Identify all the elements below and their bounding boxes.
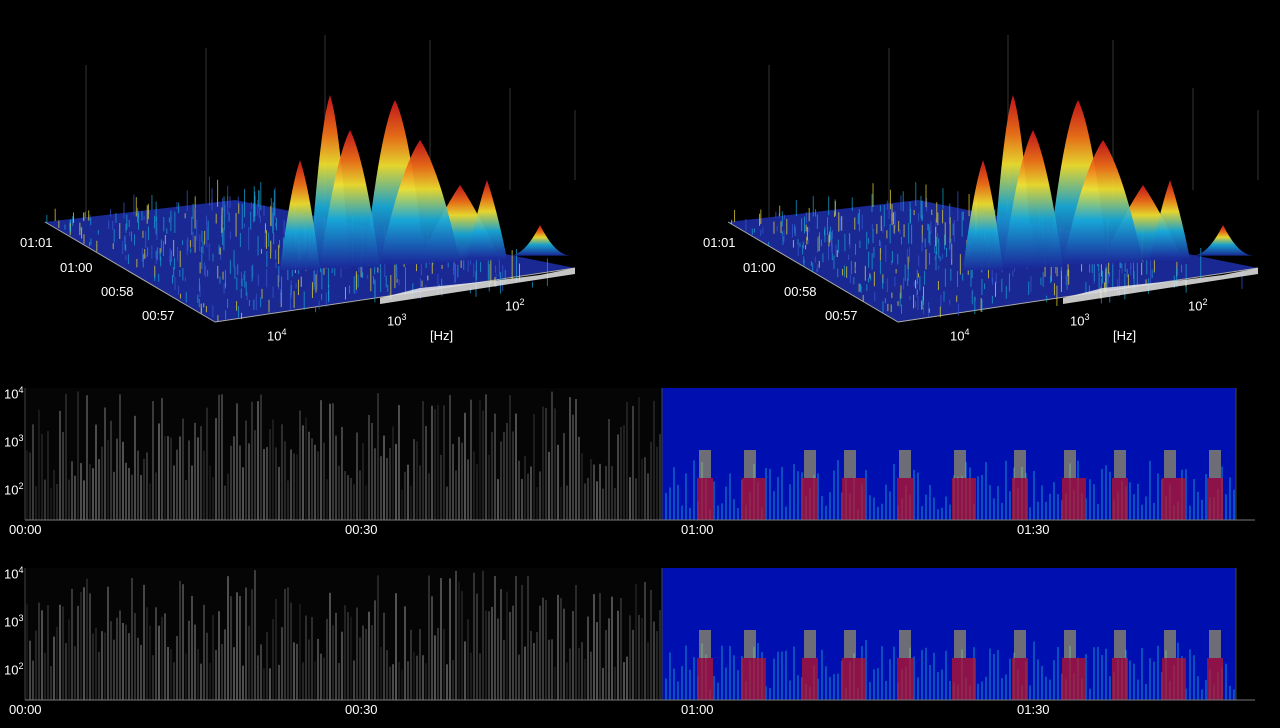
- energy-burst: [804, 450, 816, 478]
- energy-burst: [954, 630, 966, 658]
- time-tick-label: 01:00: [60, 260, 93, 275]
- freq-tick-label: 102: [1188, 297, 1208, 314]
- energy-burst: [802, 658, 818, 700]
- x-tick-label: 00:00: [9, 522, 42, 537]
- energy-burst: [699, 630, 711, 658]
- surface-peak: [510, 225, 570, 256]
- x-tick-label: 01:30: [1017, 702, 1050, 717]
- energy-burst: [1162, 478, 1186, 520]
- surface-ridge: [380, 268, 575, 304]
- y-tick-label: 104: [4, 565, 24, 582]
- surface-peak: [467, 180, 507, 259]
- energy-burst: [1114, 630, 1126, 658]
- energy-burst: [697, 658, 713, 700]
- spectrogram-svg-top: [24, 388, 1255, 521]
- energy-burst: [744, 630, 756, 658]
- energy-burst: [1062, 478, 1086, 520]
- energy-burst: [802, 478, 818, 520]
- energy-burst: [1112, 478, 1128, 520]
- energy-burst: [804, 630, 816, 658]
- energy-burst: [952, 478, 976, 520]
- time-tick-label: 00:58: [101, 284, 134, 299]
- spectrogram-bottom: 104 103 102 00:00 00:30 01:00 01:30: [0, 548, 1280, 728]
- energy-burst: [1209, 450, 1221, 478]
- surface-peak: [1193, 225, 1253, 256]
- y-tick-label: 103: [4, 613, 24, 630]
- y-tick-label: 103: [4, 433, 24, 450]
- surface-peak: [1063, 140, 1143, 263]
- energy-burst: [744, 450, 756, 478]
- spectrogram-gray-region: [25, 568, 662, 700]
- y-tick-label: 102: [4, 481, 24, 498]
- x-tick-label: 00:30: [345, 702, 378, 717]
- energy-burst: [1062, 658, 1086, 700]
- energy-burst: [1064, 630, 1076, 658]
- energy-burst: [1012, 478, 1028, 520]
- energy-burst: [842, 658, 866, 700]
- surface-peak: [1150, 180, 1190, 259]
- time-axis: [44, 221, 216, 323]
- time-tick-label: 00:58: [784, 284, 817, 299]
- energy-burst: [1012, 658, 1028, 700]
- freq-tick-label: 104: [267, 327, 287, 344]
- energy-burst: [844, 630, 856, 658]
- energy-burst: [952, 658, 976, 700]
- time-tick-label: 00:57: [825, 308, 858, 323]
- time-tick-label: 01:01: [20, 235, 53, 250]
- energy-burst: [844, 450, 856, 478]
- freq-axis-label: [Hz]: [430, 328, 454, 343]
- surface-peak: [380, 140, 460, 263]
- energy-burst: [1162, 658, 1186, 700]
- freq-tick-label: 104: [950, 327, 970, 344]
- energy-burst: [897, 478, 913, 520]
- x-tick-label: 00:30: [345, 522, 378, 537]
- freq-tick-label: 103: [1070, 312, 1090, 329]
- surface-peak: [1003, 130, 1063, 267]
- surface-ridge: [1063, 268, 1258, 304]
- energy-burst: [1112, 658, 1128, 700]
- surface-svg-left: [44, 35, 576, 323]
- energy-burst: [899, 630, 911, 658]
- time-tick-label: 00:57: [142, 308, 175, 323]
- energy-burst: [1114, 450, 1126, 478]
- spectrogram-gray-region: [25, 388, 662, 520]
- energy-burst: [1207, 478, 1223, 520]
- energy-burst: [1207, 658, 1223, 700]
- energy-burst: [1064, 450, 1076, 478]
- energy-burst: [1164, 450, 1176, 478]
- surface-peak: [963, 160, 1003, 270]
- spectrogram-svg-bottom: [24, 568, 1255, 701]
- time-tick-label: 01:01: [703, 235, 736, 250]
- time-tick-label: 01:00: [743, 260, 776, 275]
- energy-burst: [1014, 450, 1026, 478]
- freq-tick-label: 102: [505, 297, 525, 314]
- energy-burst: [842, 478, 866, 520]
- energy-burst: [1014, 630, 1026, 658]
- energy-burst: [742, 658, 766, 700]
- surface-peak: [280, 160, 320, 270]
- x-tick-label: 01:00: [681, 522, 714, 537]
- freq-tick-label: 103: [387, 312, 407, 329]
- surface-plot-right: 01:01 01:00 00:58 00:57 104 103 102 [Hz]: [683, 0, 1280, 360]
- y-tick-label: 104: [4, 385, 24, 402]
- surface-plot-left: 01:01 01:00 00:58 00:57 104 103 102 [Hz]: [0, 0, 640, 360]
- energy-burst: [742, 478, 766, 520]
- energy-burst: [897, 658, 913, 700]
- surface-peak: [320, 130, 380, 267]
- spectrogram-top: 104 103 102 00:00 00:30 01:00 01:30: [0, 368, 1280, 548]
- energy-burst: [697, 478, 713, 520]
- time-axis: [727, 221, 899, 323]
- surface-svg-right: [727, 35, 1259, 323]
- x-tick-label: 00:00: [9, 702, 42, 717]
- freq-axis-label: [Hz]: [1113, 328, 1137, 343]
- energy-burst: [954, 450, 966, 478]
- x-tick-label: 01:30: [1017, 522, 1050, 537]
- x-tick-label: 01:00: [681, 702, 714, 717]
- energy-burst: [899, 450, 911, 478]
- energy-burst: [1209, 630, 1221, 658]
- y-tick-label: 102: [4, 661, 24, 678]
- energy-burst: [1164, 630, 1176, 658]
- energy-burst: [699, 450, 711, 478]
